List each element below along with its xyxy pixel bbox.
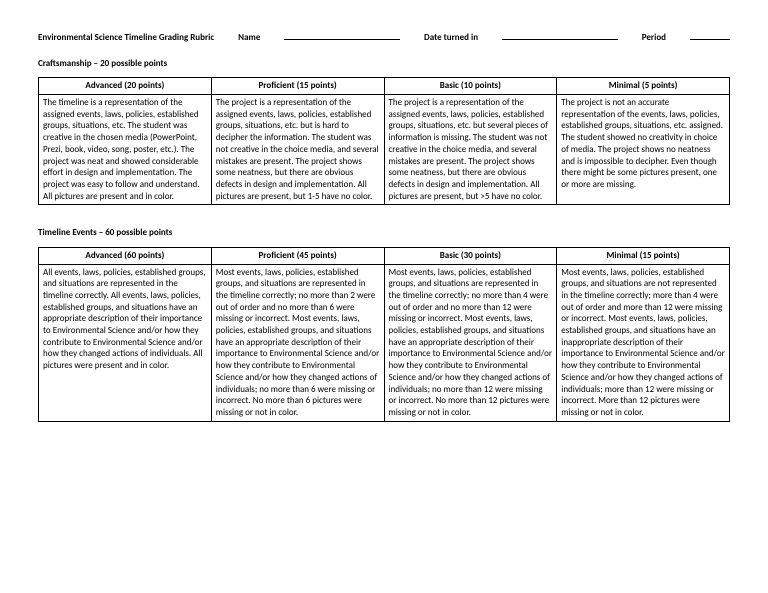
cell-minimal: The project is not an accurate represent… bbox=[557, 95, 730, 205]
table-row: The timeline is a representation of the … bbox=[39, 95, 730, 205]
table-row: All events, laws, policies, established … bbox=[39, 264, 730, 421]
col-header-advanced: Advanced (20 points) bbox=[39, 78, 212, 95]
timeline-events-table: Advanced (60 points) Proficient (45 poin… bbox=[38, 247, 730, 422]
col-header-proficient: Proficient (45 points) bbox=[211, 247, 384, 264]
cell-proficient: Most events, laws, policies, established… bbox=[211, 264, 384, 421]
col-header-minimal: Minimal (5 points) bbox=[557, 78, 730, 95]
col-header-advanced: Advanced (60 points) bbox=[39, 247, 212, 264]
cell-advanced: All events, laws, policies, established … bbox=[39, 264, 212, 421]
col-header-basic: Basic (30 points) bbox=[384, 247, 557, 264]
name-blank bbox=[284, 30, 400, 40]
document-header: Environmental Science Timeline Grading R… bbox=[38, 30, 730, 44]
cell-advanced: The timeline is a representation of the … bbox=[39, 95, 212, 205]
col-header-basic: Basic (10 points) bbox=[384, 78, 557, 95]
name-label: Name bbox=[238, 32, 260, 44]
date-blank bbox=[502, 30, 618, 40]
craftsmanship-table: Advanced (20 points) Proficient (15 poin… bbox=[38, 77, 730, 205]
table-header-row: Advanced (60 points) Proficient (45 poin… bbox=[39, 247, 730, 264]
cell-basic: Most events, laws, policies, established… bbox=[384, 264, 557, 421]
period-label: Period bbox=[642, 32, 666, 44]
cell-basic: The project is a representation of the a… bbox=[384, 95, 557, 205]
col-header-minimal: Minimal (15 points) bbox=[557, 247, 730, 264]
section-title-craftsmanship: Craftsmanship – 20 possible points bbox=[38, 58, 730, 70]
table-header-row: Advanced (20 points) Proficient (15 poin… bbox=[39, 78, 730, 95]
col-header-proficient: Proficient (15 points) bbox=[211, 78, 384, 95]
section-title-timeline-events: Timeline Events – 60 possible points bbox=[38, 227, 730, 239]
period-blank bbox=[690, 30, 730, 40]
cell-minimal: Most events, laws, policies, established… bbox=[557, 264, 730, 421]
cell-proficient: The project is a representation of the a… bbox=[211, 95, 384, 205]
rubric-title: Environmental Science Timeline Grading R… bbox=[38, 32, 214, 44]
date-label: Date turned in bbox=[424, 32, 478, 44]
